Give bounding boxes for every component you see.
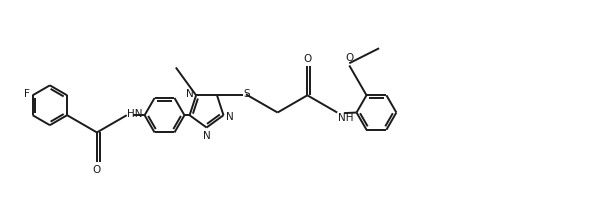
Text: N: N [203,131,211,141]
Text: O: O [345,53,354,63]
Text: O: O [303,54,312,64]
Text: N: N [225,112,233,122]
Text: HN: HN [128,109,143,119]
Text: O: O [93,165,101,175]
Text: S: S [244,89,251,99]
Text: N: N [186,89,194,99]
Text: F: F [23,89,30,99]
Text: NH: NH [338,113,354,123]
